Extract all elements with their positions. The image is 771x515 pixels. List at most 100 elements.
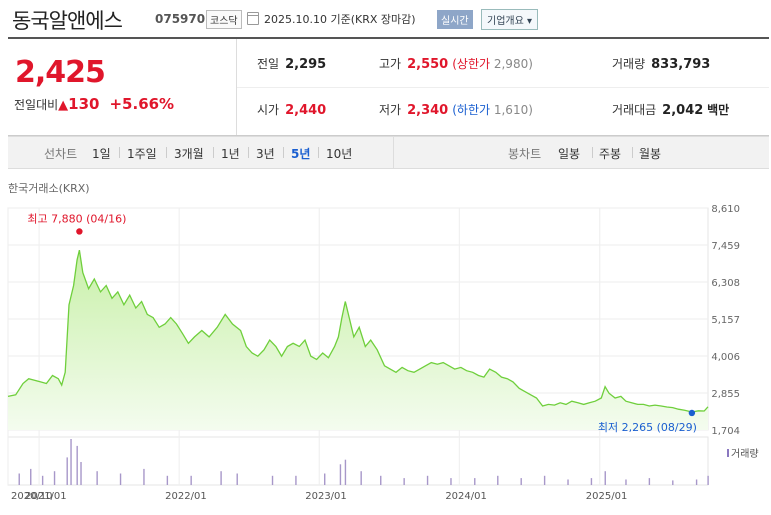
lower-limit-label: (하한가	[452, 103, 491, 117]
lower-limit: (하한가 1,610)	[452, 103, 533, 117]
change-label: 전일대비	[14, 98, 59, 112]
price-chart: 8,610 7,459 6,308 5,157 4,006 2,855 1,704 2020/…	[7, 204, 759, 502]
low-label: 저가	[379, 103, 402, 117]
volume-bar	[119, 473, 122, 485]
volume-bar	[426, 475, 429, 485]
calendar-icon	[247, 12, 259, 25]
header-divider	[8, 37, 769, 39]
price-change: 전일대비▲130 +5.66%	[14, 95, 174, 113]
y-tick-label: 7,459	[711, 241, 740, 252]
volume-value: 833,793	[651, 57, 711, 72]
high-price: 고가 2,550 (상한가 2,980)	[379, 55, 533, 72]
tab-daily[interactable]: 일봉	[558, 147, 581, 161]
prev-close: 전일 2,295	[257, 55, 326, 72]
volume-bar	[344, 459, 347, 485]
volume: 거래량 833,793	[612, 55, 710, 72]
volume-label: 거래량	[612, 57, 646, 71]
volume-bar	[271, 475, 274, 485]
price-area-fill	[8, 250, 708, 430]
volume-bar	[672, 480, 674, 485]
tab-1y[interactable]: 1년	[221, 147, 240, 161]
y-tick-label: 8,610	[711, 204, 740, 215]
volume-bar	[70, 439, 72, 485]
tab-1d[interactable]: 1일	[92, 147, 111, 161]
change-percent: +5.66%	[109, 95, 175, 113]
quote-date: 2025.10.10 기준(KRX 장마감)	[264, 13, 416, 26]
volume-bar	[590, 478, 593, 485]
volume-bar	[543, 475, 546, 485]
x-tick-label: 2024/01	[445, 491, 487, 502]
x-tick-label: 2025/01	[586, 491, 628, 502]
y-tick-label: 2,855	[711, 389, 740, 400]
volume-bar	[80, 462, 82, 485]
company-info-dropdown[interactable]: 기업개요 ▾	[481, 9, 538, 30]
volume-bar	[604, 471, 606, 485]
tab-10y[interactable]: 10년	[326, 147, 353, 161]
volume-bar	[76, 445, 78, 485]
tab-5y[interactable]: 5년	[291, 147, 311, 161]
high-label: 고가	[379, 57, 402, 71]
volume-bar	[220, 471, 222, 485]
upper-limit-label: (상한가	[452, 57, 491, 71]
stock-name: 동국알앤에스	[12, 9, 123, 33]
volume-bar	[143, 468, 145, 485]
tab-3y[interactable]: 3년	[256, 147, 275, 161]
tab-weekly[interactable]: 주봉	[599, 147, 622, 161]
amount-value: 2,042	[662, 103, 704, 118]
volume-bar	[295, 475, 297, 485]
upper-limit: (상한가 2,980)	[452, 57, 533, 71]
x-tick-label: 2023/01	[305, 491, 347, 502]
x-tick-label: 2021/01	[25, 491, 67, 502]
chart-tabs: 선차트 1일 1주일 3개월 1년 3년 5년 10년 봉차트 일봉 주봉 월봉	[8, 136, 769, 169]
volume-area	[7, 436, 709, 486]
current-price: 2,425	[15, 55, 106, 90]
volume-bar	[707, 475, 709, 485]
divider	[237, 87, 769, 88]
x-tick-label: 2022/01	[165, 491, 207, 502]
x-tick-label: 2020/10	[11, 491, 53, 502]
low-price: 저가 2,340 (하한가 1,610)	[379, 101, 533, 118]
quote-summary: 2,425 전일대비▲130 +5.66% 전일 2,295 시가 2,440 고가 2…	[8, 39, 769, 136]
volume-bar	[18, 473, 20, 485]
candle-chart-label: 봉차트	[508, 147, 542, 161]
volume-bar	[360, 471, 362, 485]
volume-bar	[96, 471, 98, 485]
stock-code: 075970	[155, 12, 206, 26]
stock-header: 동국알앤에스 075970 코스닥 2025.10.10 기준(KRX 장마감)…	[0, 0, 771, 36]
line-chart-label: 선차트	[44, 147, 78, 161]
volume-bar	[324, 473, 326, 485]
volume-bar	[648, 478, 651, 485]
tab-1w[interactable]: 1주일	[127, 147, 157, 161]
volume-bar	[41, 475, 44, 485]
volume-bar	[497, 475, 499, 485]
volume-bar	[567, 479, 569, 485]
min-point-marker	[688, 409, 696, 417]
y-tick-label: 5,157	[711, 315, 740, 326]
prev-close-value: 2,295	[285, 57, 327, 72]
trade-amount: 거래대금 2,042 백만	[612, 101, 729, 118]
volume-bar	[474, 478, 476, 485]
data-source: 한국거래소(KRX)	[8, 182, 90, 195]
prev-close-label: 전일	[257, 57, 280, 71]
y-tick-label: 6,308	[711, 278, 740, 289]
price-series-line	[7, 249, 709, 413]
volume-bar	[625, 479, 627, 485]
amount-label: 거래대금	[612, 103, 657, 117]
volume-bar	[30, 468, 32, 485]
volume-bar	[339, 464, 342, 485]
volume-bar	[403, 478, 405, 485]
tab-monthly[interactable]: 월봉	[639, 147, 662, 161]
tab-3m[interactable]: 3개월	[174, 147, 204, 161]
volume-bar	[450, 478, 452, 485]
max-label: 최고 7,880 (04/16)	[27, 212, 126, 225]
y-tick-label: 4,006	[711, 352, 740, 363]
volume-bar	[66, 457, 68, 485]
high-value: 2,550	[407, 57, 449, 72]
market-badge: 코스닥	[206, 10, 242, 29]
amount-unit: 백만	[707, 103, 730, 117]
realtime-button[interactable]: 실시간	[437, 10, 473, 29]
volume-bar	[190, 475, 192, 485]
divider	[236, 39, 237, 135]
upper-limit-value: 2,980	[493, 57, 529, 71]
upper-limit-close: )	[528, 57, 533, 71]
